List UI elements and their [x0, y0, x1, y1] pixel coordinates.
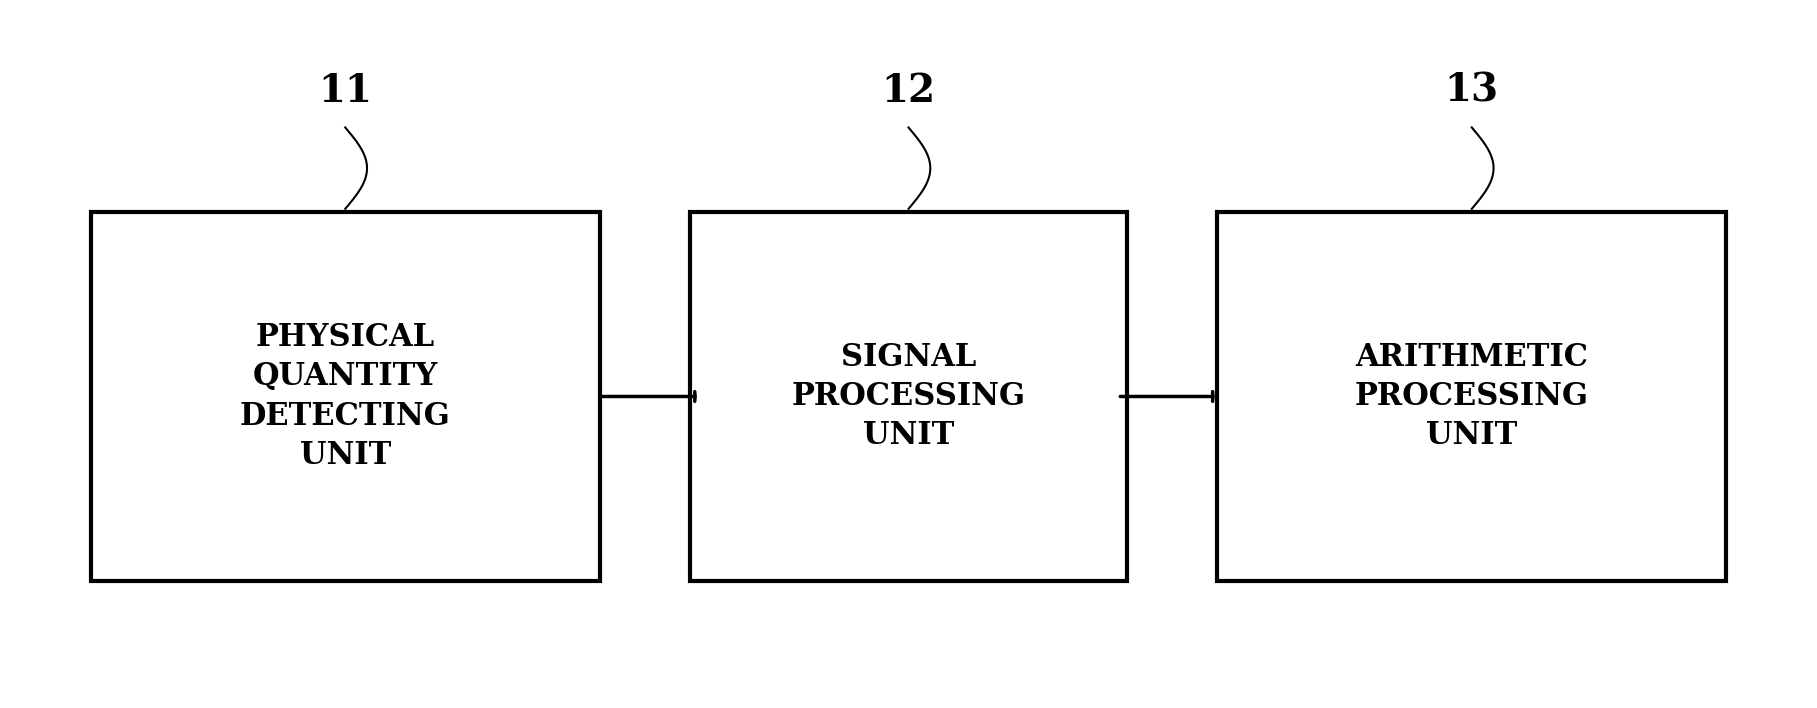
- Text: 11: 11: [318, 72, 372, 110]
- Text: SIGNAL
PROCESSING
UNIT: SIGNAL PROCESSING UNIT: [792, 341, 1025, 452]
- Text: PHYSICAL
QUANTITY
DETECTING
UNIT: PHYSICAL QUANTITY DETECTING UNIT: [240, 322, 451, 471]
- Bar: [91, 212, 600, 581]
- Text: ARITHMETIC
PROCESSING
UNIT: ARITHMETIC PROCESSING UNIT: [1355, 341, 1588, 452]
- Bar: [690, 212, 1127, 581]
- Bar: [1217, 212, 1726, 581]
- Text: 13: 13: [1445, 72, 1499, 110]
- Text: 12: 12: [881, 72, 936, 110]
